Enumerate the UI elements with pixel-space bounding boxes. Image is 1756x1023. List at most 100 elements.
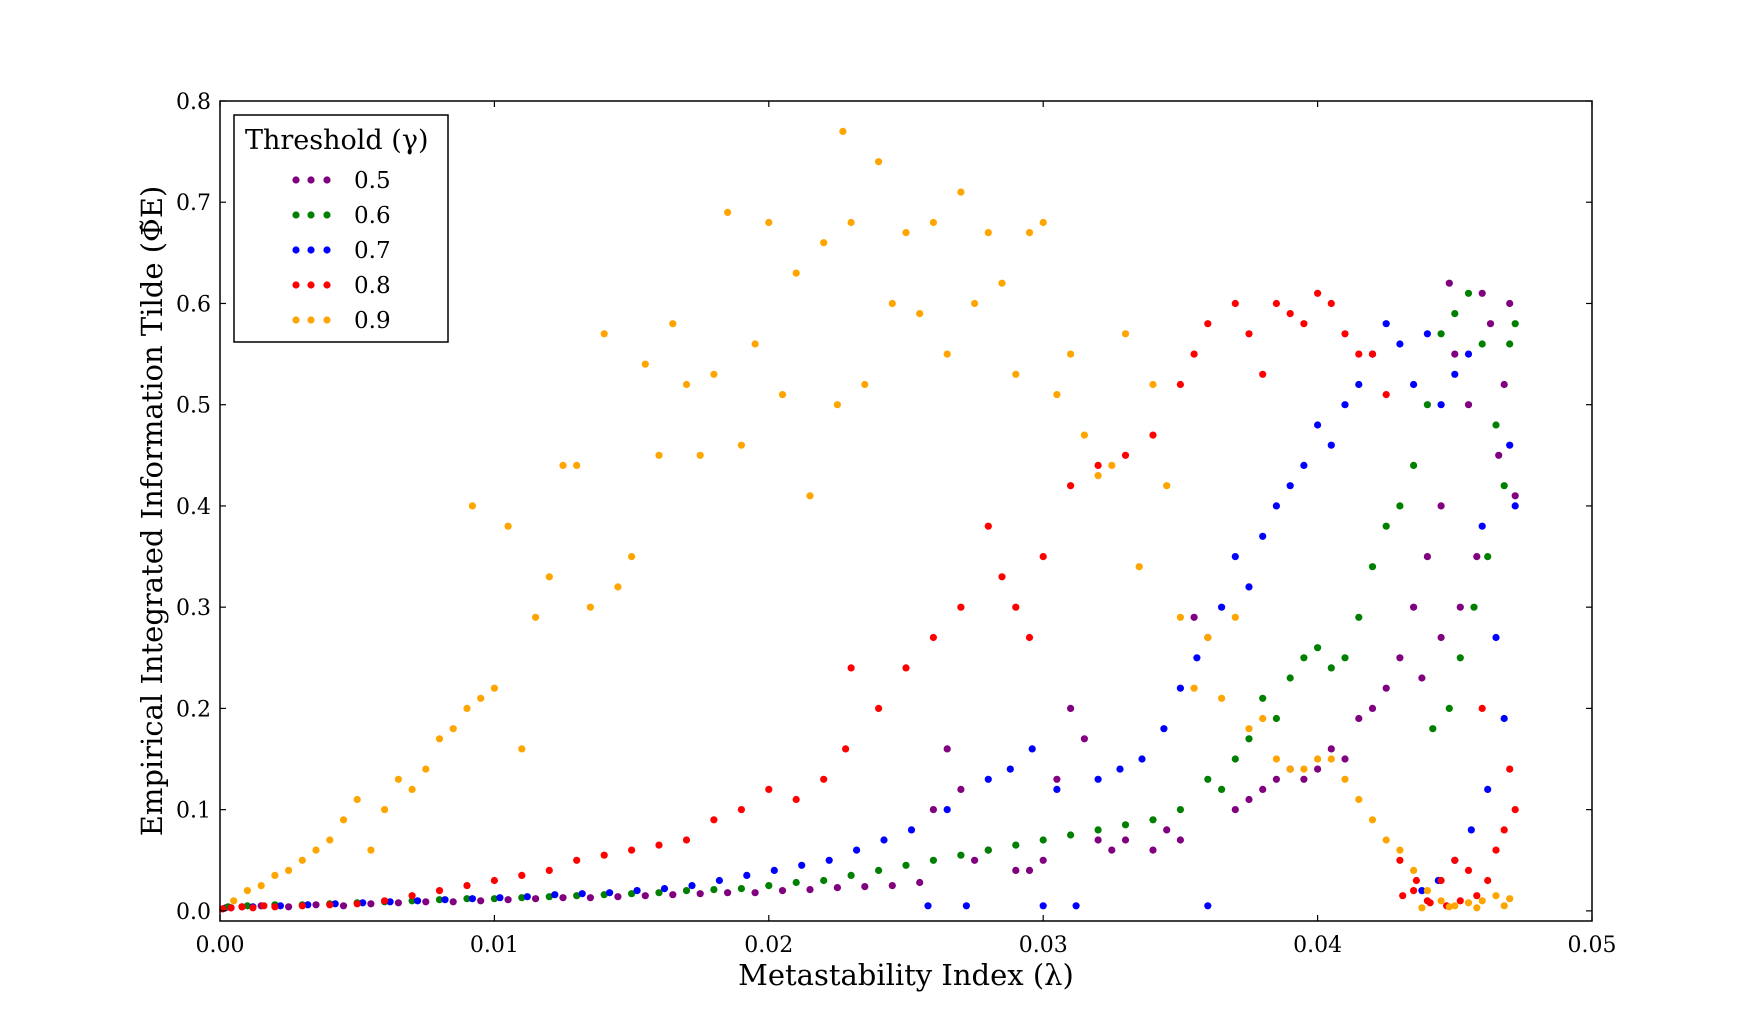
data-point [957, 188, 965, 196]
data-point [1423, 401, 1431, 409]
data-point [367, 900, 375, 908]
data-point [1410, 380, 1418, 389]
data-point [1218, 603, 1226, 611]
data-point [230, 897, 238, 905]
data-point [353, 900, 361, 908]
data-point [468, 502, 476, 510]
data-point [304, 901, 312, 909]
data-point [1039, 553, 1047, 561]
data-point [798, 861, 806, 869]
x-axis-label: Metastability Index (λ) [738, 958, 1074, 992]
data-point [1355, 380, 1363, 389]
data-point [1080, 431, 1088, 439]
y-tick-label: 0.1 [176, 799, 211, 824]
data-point [1204, 633, 1212, 642]
data-point [1286, 310, 1294, 318]
data-point [1245, 795, 1253, 804]
data-point [1094, 461, 1102, 469]
data-point [825, 856, 833, 864]
data-point [422, 898, 430, 906]
data-point [633, 887, 641, 895]
data-point [227, 904, 235, 912]
data-point [1259, 370, 1267, 378]
data-point [285, 866, 293, 875]
data-point [298, 902, 306, 910]
y-tick-label: 0.6 [176, 292, 211, 317]
data-point [1445, 279, 1453, 287]
data-point [806, 886, 814, 894]
data-point [1218, 785, 1226, 794]
data-point [1286, 765, 1294, 773]
data-point [628, 553, 636, 561]
data-point [655, 841, 663, 849]
data-point [1506, 340, 1514, 348]
data-point [614, 583, 622, 591]
data-point [1506, 895, 1514, 903]
data-point [1437, 897, 1445, 905]
data-point [847, 664, 855, 672]
legend-marker [307, 211, 315, 219]
data-point [394, 899, 402, 907]
data-point [875, 866, 883, 875]
data-point [971, 856, 979, 864]
data-point [1456, 897, 1464, 905]
data-point [715, 876, 724, 885]
data-point [243, 887, 251, 895]
data-point [1437, 401, 1445, 409]
data-point [1176, 806, 1184, 814]
data-point [628, 846, 636, 854]
data-point [1163, 482, 1171, 490]
data-point [1418, 887, 1426, 895]
data-point [260, 902, 268, 910]
data-point [1511, 492, 1519, 500]
data-point [1464, 289, 1473, 297]
data-point [463, 895, 471, 903]
data-point [312, 846, 320, 854]
data-point [600, 891, 608, 899]
data-point [1478, 340, 1486, 348]
plot-frame [219, 100, 1593, 922]
legend-label: 0.9 [354, 308, 391, 334]
data-point [1506, 299, 1514, 308]
data-point [1492, 421, 1500, 429]
data-point [1500, 826, 1508, 834]
data-point [1511, 320, 1519, 328]
data-point [1478, 289, 1486, 297]
data-point [1012, 866, 1020, 875]
data-point [1437, 876, 1445, 885]
data-point [518, 894, 526, 902]
data-point [688, 882, 696, 890]
data-point [545, 866, 553, 875]
series-0.9 [230, 127, 1514, 912]
ticks-layer: 0.00 0.01 0.02 0.03 0.04 0.05 0.0 0.1 0.2 0.3 0.4 0… [176, 90, 1616, 958]
legend-label: 0.7 [354, 238, 391, 264]
data-point [1006, 765, 1014, 773]
y-tick-label: 0.7 [176, 191, 211, 216]
data-point [1355, 714, 1363, 723]
data-point [847, 871, 855, 880]
data-point [1300, 775, 1308, 783]
data-point [477, 694, 485, 702]
data-point [1149, 816, 1157, 824]
data-point [1121, 821, 1130, 829]
legend-marker [307, 176, 315, 184]
data-point [1053, 775, 1061, 783]
data-point [1300, 654, 1308, 662]
data-point [1382, 391, 1390, 399]
data-point [586, 603, 595, 611]
legend-marker [323, 281, 331, 289]
data-point [1484, 553, 1492, 561]
data-point [1423, 553, 1431, 561]
data-point [765, 218, 773, 227]
data-point [1080, 735, 1088, 743]
data-point [1204, 320, 1212, 328]
data-point [1149, 380, 1157, 389]
data-point [669, 891, 677, 899]
legend-label: 0.8 [354, 273, 391, 299]
data-point [1204, 775, 1212, 783]
data-point [916, 878, 924, 887]
data-point [490, 876, 498, 885]
data-point [1272, 299, 1280, 308]
data-point [504, 896, 512, 904]
data-point [669, 320, 677, 328]
